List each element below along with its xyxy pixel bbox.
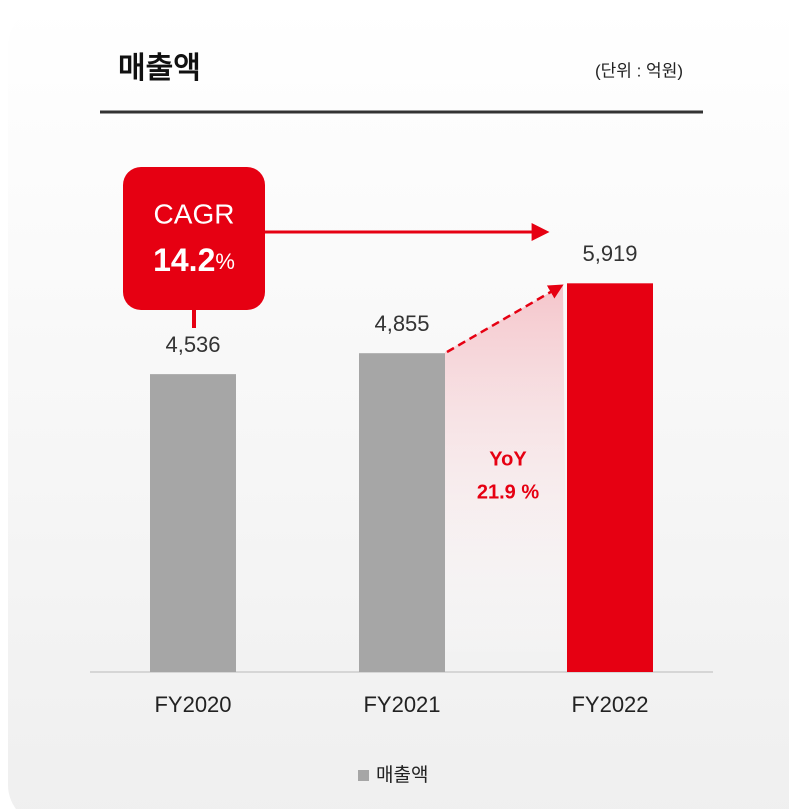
value-label: 4,536 [165,332,220,357]
cagr-unit: % [215,249,235,274]
legend-swatch [358,770,369,781]
yoy-arrow [446,284,564,354]
bar [567,283,653,672]
x-tick-label: FY2021 [363,692,440,717]
cagr-box [123,167,265,310]
x-tick-label: FY2022 [571,692,648,717]
bar [150,374,236,672]
legend-label: 매출액 [376,764,428,786]
unit-label: (단위 : 억원) [595,61,683,80]
bar [359,353,445,672]
value-label: 4,855 [374,311,429,336]
cagr-label: CAGR [154,198,235,229]
cagr-value: 14.2 [153,242,215,278]
x-tick-label: FY2020 [154,692,231,717]
yoy-shade [445,285,567,672]
cagr-value-group: 14.2% [153,242,235,278]
yoy-value: 21.9 % [477,481,539,503]
value-label: 5,919 [582,241,637,266]
yoy-label: YoY [489,448,527,470]
chart-title: 매출액 [118,52,201,85]
